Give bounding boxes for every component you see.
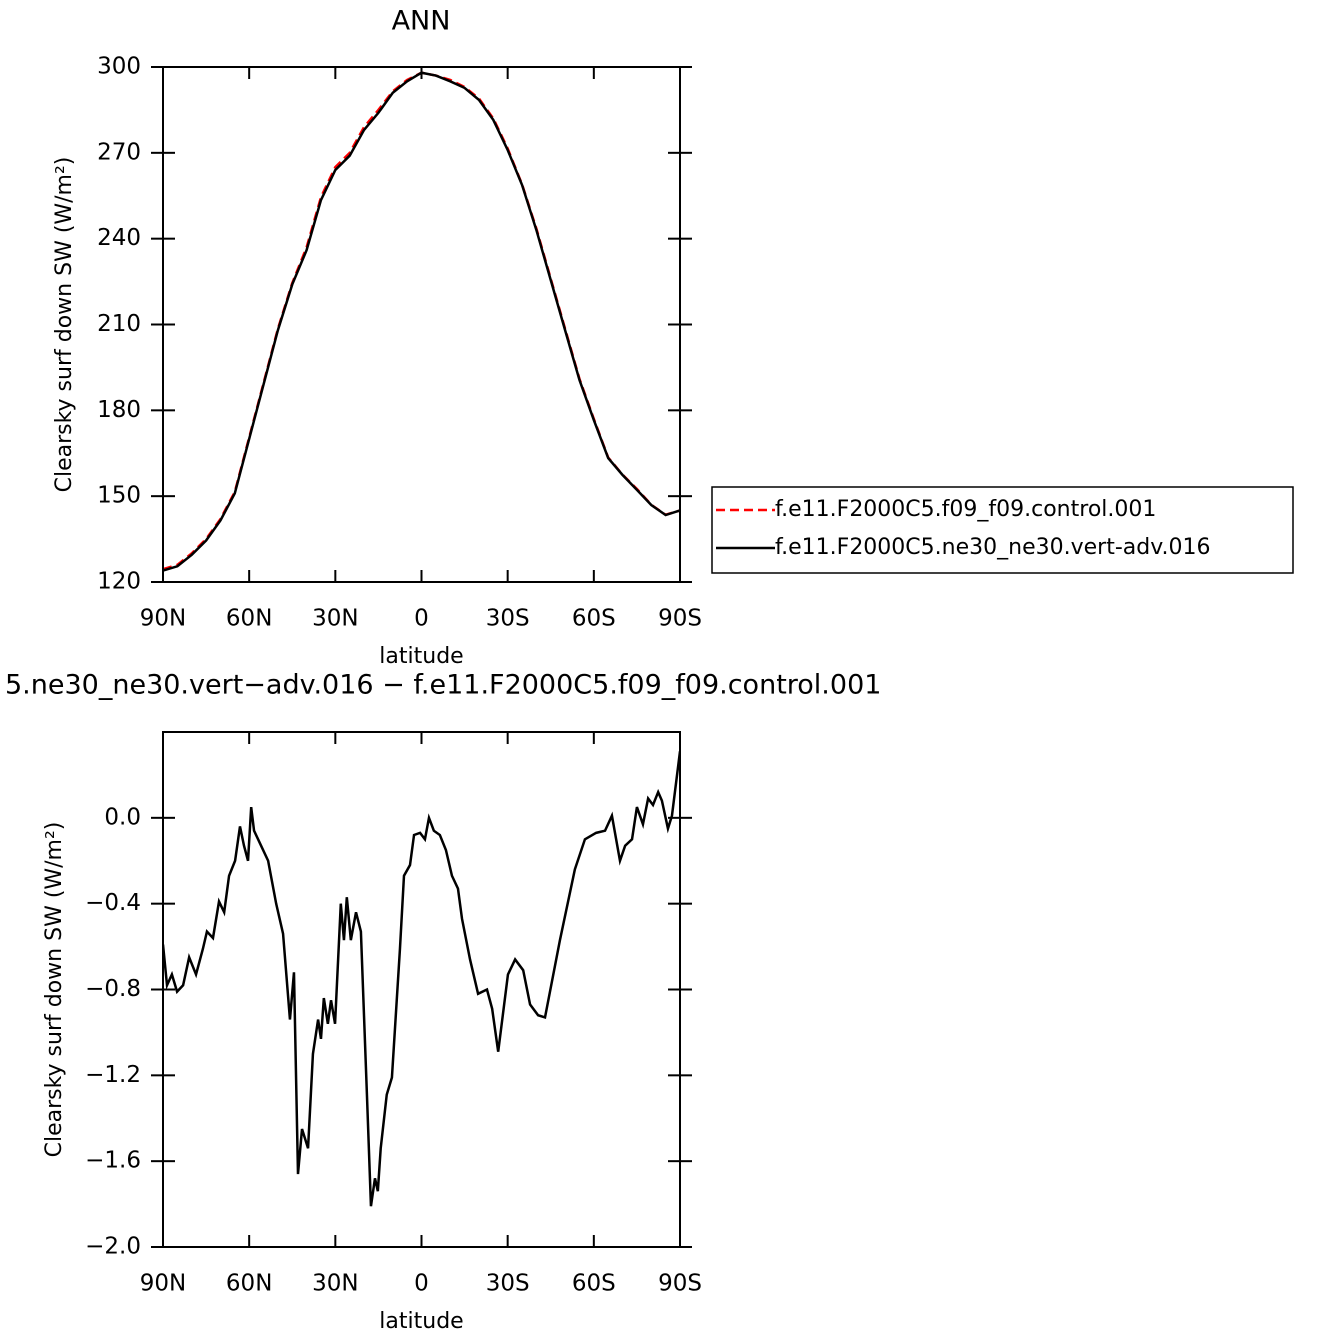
y-tick-label: −0.4 [85,890,141,916]
y-tick-label: 180 [97,397,141,423]
chart-title: 5.ne30_ne30.vert−adv.016 − f.e11.F2000C5… [5,670,881,701]
y-tick-label: −2.0 [85,1234,141,1260]
x-tick-label: 30N [312,606,358,632]
legend-label: f.e11.F2000C5.ne30_ne30.vert-adv.016 [775,535,1211,560]
legend-label: f.e11.F2000C5.f09_f09.control.001 [775,497,1156,522]
y-tick-label: 120 [97,569,141,595]
y-tick-label: −1.6 [85,1148,141,1174]
x-tick-label: 30S [486,1271,530,1297]
data-line [163,71,680,572]
y-tick-label: 270 [97,139,141,165]
x-tick-label: 60S [572,1271,616,1297]
y-tick-label: 300 [97,54,141,80]
data-line [163,71,680,571]
x-tick-label: 90N [140,606,186,632]
y-tick-label: −0.8 [85,976,141,1002]
x-tick-label: 60N [226,1271,272,1297]
x-tick-label: 30S [486,606,530,632]
y-tick-label: 150 [97,483,141,509]
data-line [163,751,680,1207]
x-tick-label: 90S [658,606,702,632]
y-axis-label: Clearsky surf down SW (W/m²) [52,157,77,493]
x-axis-label: latitude [379,1309,463,1334]
x-tick-label: 0 [414,606,429,632]
y-axis-label: Clearsky surf down SW (W/m²) [42,822,67,1158]
x-tick-label: 90S [658,1271,702,1297]
x-tick-label: 30N [312,1271,358,1297]
chart-title: ANN [392,6,451,37]
y-tick-label: −1.2 [85,1062,141,1088]
y-tick-label: 240 [97,225,141,251]
legend-box [711,486,1294,574]
y-tick-label: 210 [97,311,141,337]
plot-frame [162,731,681,1248]
x-tick-label: 60N [226,606,272,632]
plot-frame [162,66,681,583]
y-tick-label: 0.0 [104,804,141,830]
x-tick-label: 0 [414,1271,429,1297]
x-tick-label: 90N [140,1271,186,1297]
x-tick-label: 60S [572,606,616,632]
x-axis-label: latitude [379,644,463,669]
